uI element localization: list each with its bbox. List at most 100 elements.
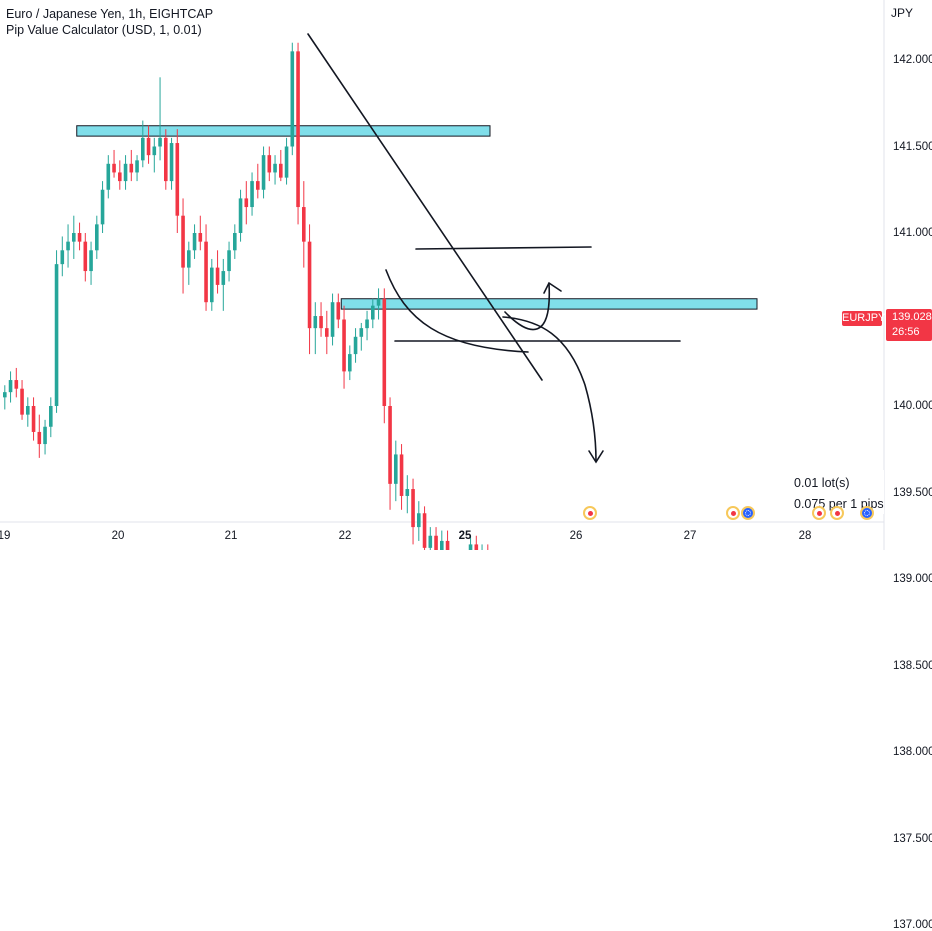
resistance-line	[415, 246, 592, 250]
candle	[296, 42, 300, 225]
candle	[198, 215, 203, 251]
supply-demand-zones[interactable]	[0, 125, 884, 550]
candle-body	[112, 163, 116, 173]
candle-body	[394, 454, 398, 484]
chart-title: Euro / Japanese Yen, 1h, EIGHTCAP	[6, 7, 214, 21]
candle	[106, 155, 111, 199]
last-price-value: 139.028	[892, 311, 932, 323]
candle-body	[123, 163, 128, 182]
candle-body	[169, 143, 174, 182]
candle-body	[37, 431, 42, 445]
candle-body	[204, 241, 208, 303]
candle-body	[146, 137, 151, 156]
candle	[135, 155, 139, 182]
candle-body	[382, 298, 387, 406]
candle	[123, 155, 128, 190]
candle	[325, 310, 329, 355]
candle-body	[233, 233, 237, 251]
event-marker-icon[interactable]	[812, 506, 826, 520]
candle-body	[26, 406, 30, 415]
candle-body	[279, 163, 283, 178]
event-marker-icon[interactable]	[830, 506, 844, 520]
candle	[129, 149, 134, 182]
candlestick-series	[3, 42, 489, 550]
price-tick: 138.000	[893, 746, 932, 758]
candle-body	[468, 544, 473, 550]
candle-body	[296, 51, 300, 208]
candle-body	[371, 305, 375, 320]
candle	[8, 371, 13, 403]
candle	[336, 293, 341, 329]
candle-body	[399, 454, 404, 496]
candle	[146, 125, 151, 164]
candle	[376, 288, 381, 320]
price-tick: 142.000	[893, 54, 932, 66]
candle	[112, 149, 116, 178]
hand-drawings[interactable]	[307, 33, 681, 464]
candle	[77, 222, 82, 251]
time-tick: 25	[458, 530, 472, 542]
candle-body	[181, 215, 185, 268]
candle-body	[302, 207, 306, 242]
event-marker-icon[interactable]	[726, 506, 740, 520]
symbol-badge: EURJPY	[842, 311, 886, 326]
candle	[399, 444, 404, 510]
candle-body	[49, 406, 53, 427]
candle	[411, 478, 415, 545]
event-marker-icon[interactable]	[583, 506, 597, 520]
candle-body	[388, 406, 392, 484]
candle-body	[118, 172, 122, 182]
zone-rectangle[interactable]	[76, 125, 491, 137]
candle-body	[440, 540, 444, 550]
candle-body	[100, 189, 105, 225]
candle-body	[164, 137, 168, 182]
candle-body	[330, 302, 335, 337]
candle	[181, 198, 185, 294]
candle-body	[14, 380, 19, 389]
time-tick: 28	[798, 530, 812, 542]
candle-body	[152, 146, 157, 156]
event-flag-icon[interactable]	[860, 506, 874, 520]
candle	[445, 530, 450, 550]
time-tick: 22	[338, 530, 352, 542]
candle	[307, 224, 312, 355]
candle	[256, 163, 260, 199]
candle-body	[8, 380, 13, 393]
candle	[487, 544, 489, 550]
candle-body	[210, 267, 214, 303]
candle	[319, 302, 323, 337]
bowl-curve	[385, 269, 529, 353]
candle	[158, 77, 162, 161]
candle	[348, 345, 352, 381]
candle	[359, 322, 364, 351]
candle-body	[284, 146, 289, 178]
indicator-label[interactable]: Pip Value Calculator (USD, 1, 0.01)	[6, 23, 202, 37]
candle-body	[72, 233, 76, 242]
candle-body	[273, 163, 277, 173]
candle	[192, 224, 197, 259]
candle	[210, 258, 214, 311]
candle-body	[411, 489, 415, 528]
candle	[37, 414, 42, 458]
candle	[371, 298, 375, 329]
candle	[49, 397, 53, 438]
candle	[233, 224, 237, 259]
candle-body	[428, 535, 433, 548]
candle	[164, 129, 168, 190]
candle	[43, 419, 47, 455]
candle-body	[54, 264, 59, 406]
event-flag-icon[interactable]	[741, 506, 755, 520]
candle	[302, 181, 306, 268]
candle	[267, 146, 272, 182]
candle-body	[365, 319, 369, 329]
candle-body	[342, 319, 346, 372]
candle	[175, 129, 180, 233]
price-chart[interactable]	[0, 0, 932, 550]
candle-body	[106, 163, 111, 190]
candle-body	[319, 316, 323, 329]
candle-body	[445, 540, 450, 550]
candle	[388, 397, 392, 510]
candle-body	[307, 241, 312, 329]
candle-body	[313, 316, 318, 329]
candle-body	[3, 392, 7, 398]
